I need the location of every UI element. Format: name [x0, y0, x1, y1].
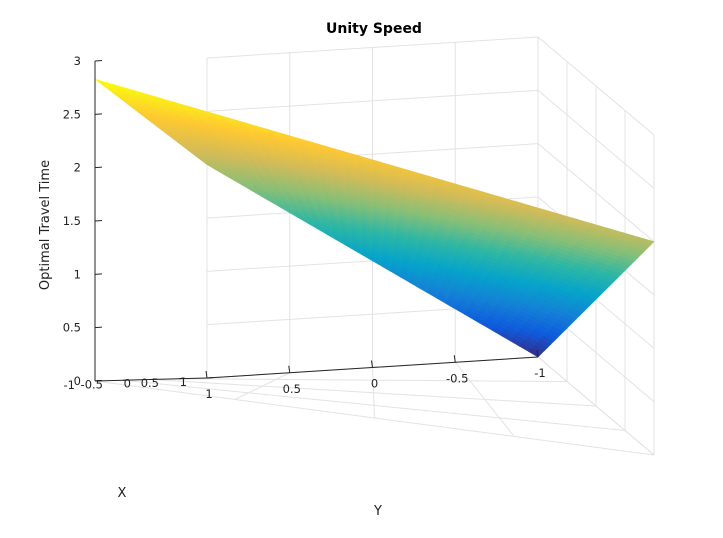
- side-wall-gridline-h: [537, 143, 655, 243]
- z-axis-label: Optimal Travel Time: [38, 160, 53, 290]
- y-tick-label: 1: [205, 387, 212, 401]
- back-wall-gridline-h: [206, 89, 539, 112]
- x-tick-mark: [94, 380, 102, 382]
- z-tick-mark: [94, 60, 103, 62]
- y-tick-label: -1: [534, 366, 545, 380]
- z-tick-label: 1: [74, 267, 81, 281]
- z-tick-label: 0: [74, 374, 81, 388]
- floor-gridline-y: [454, 361, 515, 437]
- z-tick-mark: [94, 113, 103, 115]
- z-tick-mark: [94, 166, 103, 169]
- y-tick-mark: [536, 349, 539, 358]
- x-tick-label: 0.5: [141, 376, 159, 390]
- x-tick-label: -0.5: [81, 377, 103, 391]
- x-tick-label: -1: [64, 378, 75, 392]
- y-tick-label: 0.5: [283, 382, 301, 396]
- z-tick-label: 0.5: [63, 321, 81, 335]
- surface-layer: [94, 78, 655, 358]
- floor-gridline-y: [234, 372, 290, 400]
- x-tick-label: 1: [180, 375, 187, 389]
- z-tick-mark: [94, 220, 103, 222]
- z-tick-mark: [94, 273, 103, 275]
- y-tick-label: -0.5: [446, 371, 468, 385]
- x-tick-label: 0: [124, 377, 131, 391]
- axis-layer: [94, 60, 539, 382]
- x-tick-mark: [122, 379, 130, 381]
- z-tick-label: 2.5: [63, 107, 81, 121]
- y-tick-mark: [453, 355, 456, 363]
- x-axis-label: X: [118, 486, 127, 501]
- side-wall-gridline-h: [537, 36, 655, 136]
- back-wall-gridline-h: [206, 36, 539, 59]
- x-tick-mark: [206, 377, 214, 379]
- side-wall-gridline-h: [537, 89, 655, 189]
- z-tick-label: 3: [74, 54, 81, 68]
- x-tick-mark: [150, 378, 158, 380]
- floor-gridline-y: [372, 367, 375, 419]
- y-tick-mark: [205, 370, 208, 379]
- x-tick-mark: [178, 377, 186, 380]
- z-tick-label: 1.5: [63, 214, 81, 228]
- side-wall-gridline-h: [537, 356, 655, 456]
- chart-title: Unity Speed: [326, 21, 422, 37]
- surface-patch: [634, 236, 655, 246]
- tick-layer: 00.511.522.53-1 -0.5 0 0.5 11 0.5 0 -0.5 -1: [63, 54, 546, 401]
- z-tick-mark: [94, 326, 103, 329]
- z-tick-label: 2: [74, 161, 81, 175]
- y-tick-mark: [288, 365, 291, 373]
- y-tick-label: 0: [371, 377, 378, 391]
- y-axis-label: Y: [373, 504, 382, 519]
- y-tick-mark: [371, 360, 373, 368]
